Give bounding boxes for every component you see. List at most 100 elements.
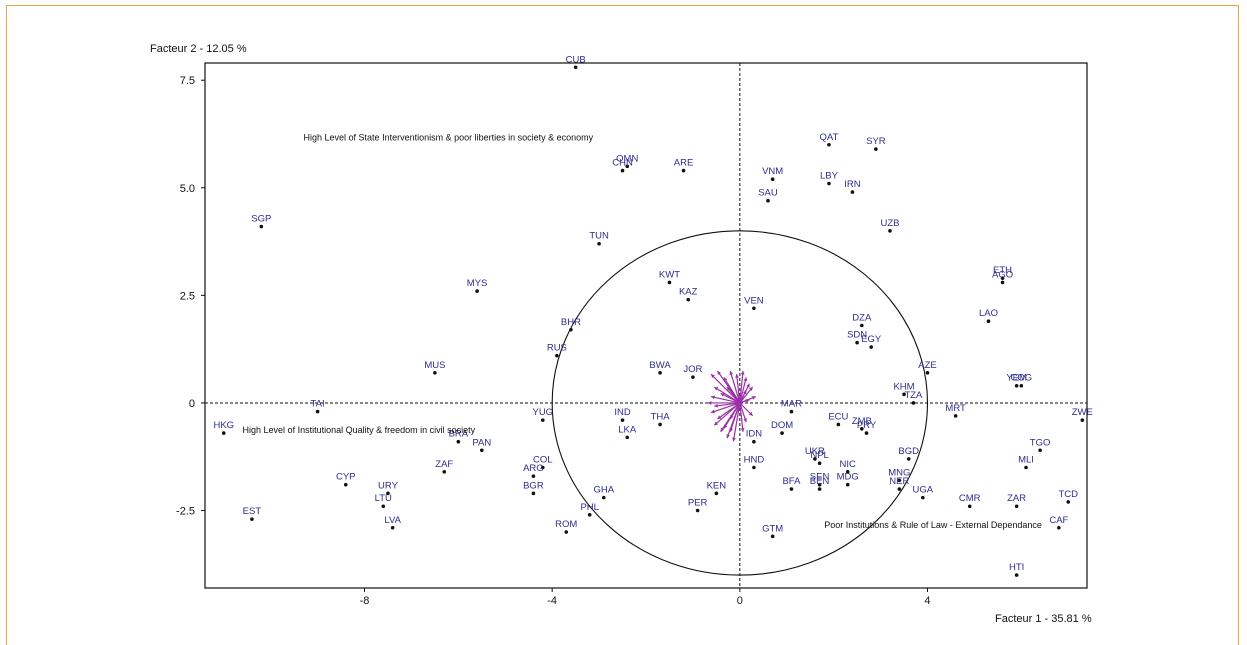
- data-point: [569, 328, 573, 332]
- point-label: COL: [533, 455, 553, 466]
- data-point: [986, 319, 991, 323]
- point-label: BHR: [561, 317, 581, 328]
- plot-area-border: [204, 62, 1088, 589]
- data-point: [259, 224, 264, 229]
- data-point: [564, 530, 569, 534]
- data-point: [827, 181, 831, 186]
- data-point: [920, 495, 925, 500]
- point-label: TZA: [904, 390, 923, 401]
- point-label: GHA: [593, 485, 614, 496]
- data-point: [836, 422, 841, 427]
- vector-arrowhead: [748, 411, 753, 416]
- point-label: YEM: [1006, 373, 1027, 384]
- data-point: [475, 289, 479, 293]
- point-label: LTU: [375, 493, 392, 504]
- data-point: [343, 482, 348, 487]
- point-label: MYS: [467, 278, 488, 289]
- point-label: OMN: [616, 153, 638, 164]
- vector-arrowhead: [740, 428, 745, 432]
- point-label: SYR: [866, 136, 886, 147]
- variable-vector: [729, 402, 741, 432]
- point-label: ROM: [555, 519, 577, 530]
- point-label: TAI: [311, 399, 325, 410]
- data-point: [850, 190, 855, 194]
- data-point: [1014, 504, 1019, 509]
- data-point: [658, 422, 662, 427]
- data-point: [888, 229, 892, 233]
- point-label: QAT: [820, 132, 839, 143]
- data-point: [869, 345, 873, 349]
- data-point: [817, 487, 822, 491]
- vector-arrowhead: [743, 418, 747, 423]
- point-label: ZAF: [435, 459, 453, 470]
- vector-arrowhead: [711, 395, 715, 400]
- x-tick-label: 4: [924, 595, 930, 607]
- data-point: [953, 414, 958, 418]
- point-label: PHL: [580, 502, 598, 513]
- point-label: CMR: [959, 493, 981, 504]
- point-label: NIC: [840, 459, 857, 470]
- vector-arrowhead: [743, 377, 748, 382]
- vector-arrowhead: [735, 374, 739, 378]
- data-point: [540, 418, 545, 422]
- point-label: BGR: [523, 480, 544, 491]
- vector-arrowhead: [729, 370, 734, 375]
- data-point: [789, 487, 794, 491]
- point-label: NER: [889, 476, 909, 487]
- vector-arrowhead: [748, 386, 753, 391]
- data-point: [540, 465, 545, 470]
- point-label: BWA: [649, 360, 671, 371]
- variable-vector: [713, 402, 741, 426]
- point-label: MNG: [888, 467, 910, 478]
- data-point: [770, 177, 775, 181]
- point-label: BFA: [782, 476, 801, 487]
- data-point: [1014, 573, 1019, 577]
- point-label: ZWE: [1072, 407, 1093, 418]
- point-label: CUB: [566, 54, 586, 65]
- point-label: ETH: [993, 265, 1012, 276]
- point-label: GTM: [762, 523, 783, 534]
- point-label: IRN: [844, 179, 861, 190]
- point-label: IND: [614, 407, 631, 418]
- variable-vector: [736, 374, 741, 404]
- data-point: [845, 470, 850, 474]
- data-point: [433, 371, 437, 375]
- point-label: KHM: [893, 381, 914, 392]
- point-label: HKG: [213, 420, 234, 431]
- point-label: RUS: [547, 343, 567, 354]
- point-label: LAO: [979, 308, 998, 319]
- point-label: EST: [243, 506, 262, 517]
- point-label: PAN: [472, 437, 491, 448]
- data-point: [479, 448, 484, 453]
- point-label: ARE: [674, 158, 694, 169]
- variable-vector: [729, 370, 741, 404]
- vector-arrowhead: [707, 401, 712, 405]
- data-point: [967, 504, 972, 509]
- point-label: UKR: [805, 446, 825, 457]
- point-label: VNM: [762, 166, 783, 177]
- point-label: BGD: [898, 446, 919, 457]
- point-label: SDN: [847, 330, 867, 341]
- data-point: [620, 168, 625, 173]
- vector-arrowhead: [729, 427, 734, 432]
- point-label: HND: [744, 455, 765, 466]
- data-point: [587, 513, 592, 517]
- data-point: [925, 371, 930, 375]
- y-tick-label: 5.0: [180, 183, 195, 195]
- vector-arrowhead: [746, 383, 750, 388]
- vector-arrowhead: [720, 427, 725, 432]
- point-label: MAR: [781, 399, 802, 410]
- point-label: CYP: [336, 472, 356, 483]
- x-axis-title: Facteur 1 - 35.81 %: [995, 613, 1092, 625]
- data-point: [864, 431, 869, 435]
- point-label: THA: [651, 411, 671, 422]
- point-label: NPL: [810, 450, 828, 461]
- data-point: [817, 461, 822, 466]
- data-point: [681, 168, 686, 173]
- point-label: SEN: [810, 472, 830, 483]
- point-label: BEN: [810, 476, 830, 487]
- point-label: VEN: [744, 295, 764, 306]
- data-point: [752, 465, 756, 470]
- point-label: COG: [1010, 373, 1032, 384]
